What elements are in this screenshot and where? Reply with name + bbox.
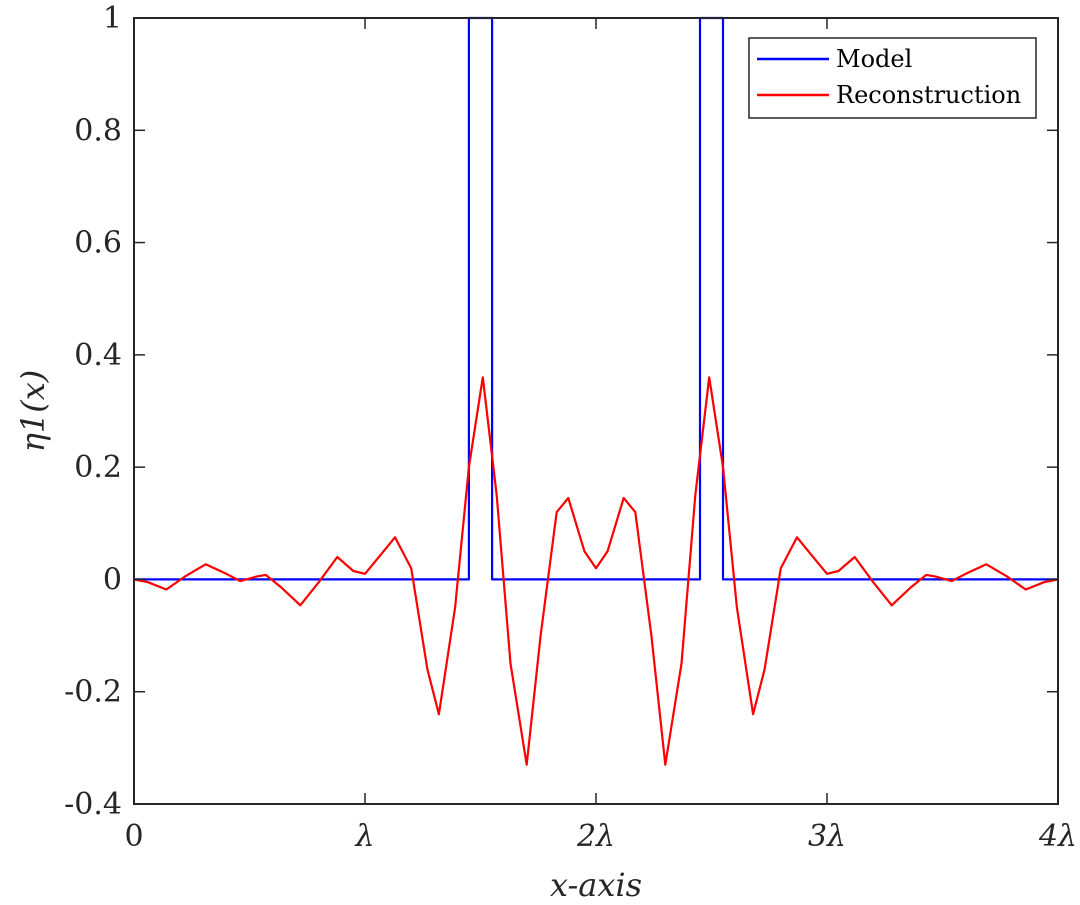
legend-label-reconstruction: Reconstruction xyxy=(836,81,1021,109)
tick-layer: 0 λ 2λ 3λ 4λ -0.4 -0.2 0 0.2 0.4 0.6 0.8 1 xyxy=(64,1,1077,854)
x-tick-label: λ xyxy=(354,819,374,854)
y-tick-label: 0.6 xyxy=(74,226,122,261)
series-layer xyxy=(133,16,1059,766)
legend: Model Reconstruction xyxy=(748,37,1037,119)
y-tick-label: -0.2 xyxy=(64,675,122,710)
y-tick-label: 0.4 xyxy=(74,338,122,373)
y-tick-label: 0.8 xyxy=(74,113,122,148)
series-line-reconstruction xyxy=(133,376,1059,766)
x-tick-label: 4λ xyxy=(1038,819,1077,854)
y-tick-label: 1 xyxy=(103,1,122,36)
y-axis-label: η1(x) xyxy=(14,370,52,453)
x-tick-label: 2λ xyxy=(576,819,615,854)
y-tick-label: 0 xyxy=(103,562,122,597)
x-tick-label: 3λ xyxy=(808,819,846,854)
x-axis-label: x-axis xyxy=(550,866,642,904)
legend-box xyxy=(748,37,1037,119)
axes-box xyxy=(133,17,1059,805)
y-tick-label: 0.2 xyxy=(74,450,122,485)
legend-label-model: Model xyxy=(836,45,912,73)
y-tick-label: -0.4 xyxy=(64,787,122,822)
x-tick-label: 0 xyxy=(124,819,143,854)
series-line-model xyxy=(134,16,1058,581)
